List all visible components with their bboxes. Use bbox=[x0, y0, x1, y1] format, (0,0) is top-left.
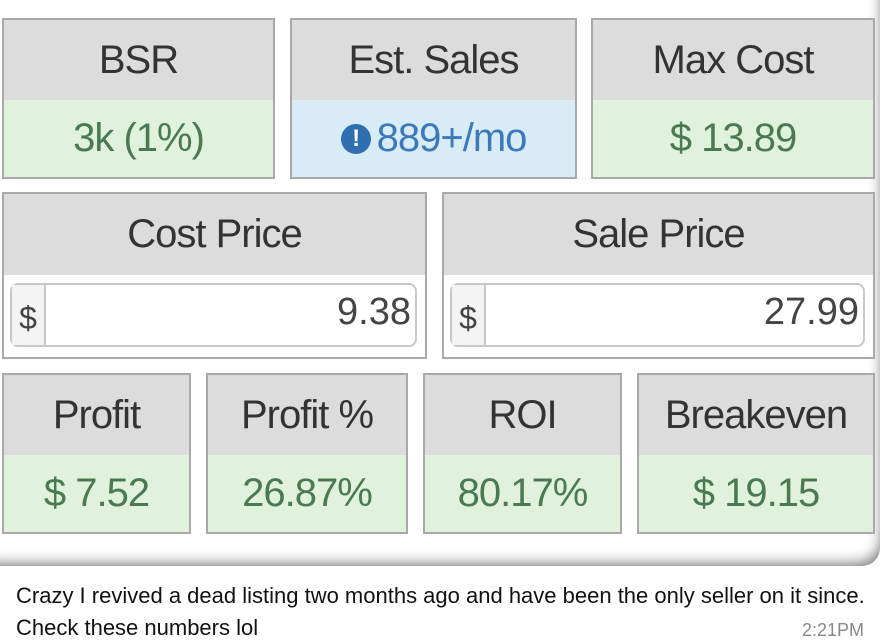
profit-percent-cell: Profit % 26.87% bbox=[206, 373, 408, 534]
cost-price-cell: Cost Price $ 9.38 bbox=[2, 192, 427, 359]
max-cost-cell: Max Cost $ 13.89 bbox=[591, 18, 875, 179]
roi-value: 80.17% bbox=[425, 455, 620, 532]
est-sales-value: 889+/mo bbox=[376, 116, 528, 160]
message-time: 2:21PM bbox=[801, 620, 864, 640]
cost-price-value[interactable]: 9.38 bbox=[337, 291, 411, 333]
message-text: Crazy I revived a dead listing two month… bbox=[16, 583, 865, 640]
bsr-value: 3k (1%) bbox=[4, 100, 273, 177]
profit-label: Profit bbox=[4, 375, 189, 457]
sale-price-cell: Sale Price $ 27.99 bbox=[442, 192, 875, 359]
est-sales-cell: Est. Sales ! 889+/mo bbox=[290, 18, 577, 179]
profit-value: $ 7.52 bbox=[4, 455, 189, 532]
sale-price-label: Sale Price bbox=[444, 194, 873, 277]
roi-cell: ROI 80.17% bbox=[423, 373, 622, 534]
profit-cell: Profit $ 7.52 bbox=[2, 373, 191, 534]
max-cost-label: Max Cost bbox=[593, 20, 873, 102]
breakeven-value: $ 19.15 bbox=[639, 455, 873, 532]
profit-percent-label: Profit % bbox=[208, 375, 406, 457]
cost-price-input[interactable]: $ 9.38 bbox=[10, 283, 417, 347]
bsr-label: BSR bbox=[4, 20, 273, 102]
currency-addon: $ bbox=[12, 285, 46, 345]
sale-price-input[interactable]: $ 27.99 bbox=[450, 283, 865, 347]
info-icon[interactable]: ! bbox=[340, 123, 371, 154]
attached-screenshot[interactable]: BSR 3k (1%) Est. Sales ! 889+/mo Max Cost… bbox=[0, 0, 880, 566]
currency-addon: $ bbox=[452, 285, 486, 345]
est-sales-value-wrap: ! 889+/mo bbox=[292, 100, 575, 177]
cost-price-label: Cost Price bbox=[4, 194, 425, 277]
bsr-cell: BSR 3k (1%) bbox=[2, 18, 275, 179]
profit-percent-value: 26.87% bbox=[208, 455, 406, 532]
est-sales-label: Est. Sales bbox=[292, 20, 575, 102]
roi-label: ROI bbox=[425, 375, 620, 457]
sale-price-value[interactable]: 27.99 bbox=[763, 291, 859, 333]
breakeven-cell: Breakeven $ 19.15 bbox=[637, 373, 875, 534]
max-cost-value: $ 13.89 bbox=[593, 100, 873, 177]
breakeven-label: Breakeven bbox=[639, 375, 873, 457]
